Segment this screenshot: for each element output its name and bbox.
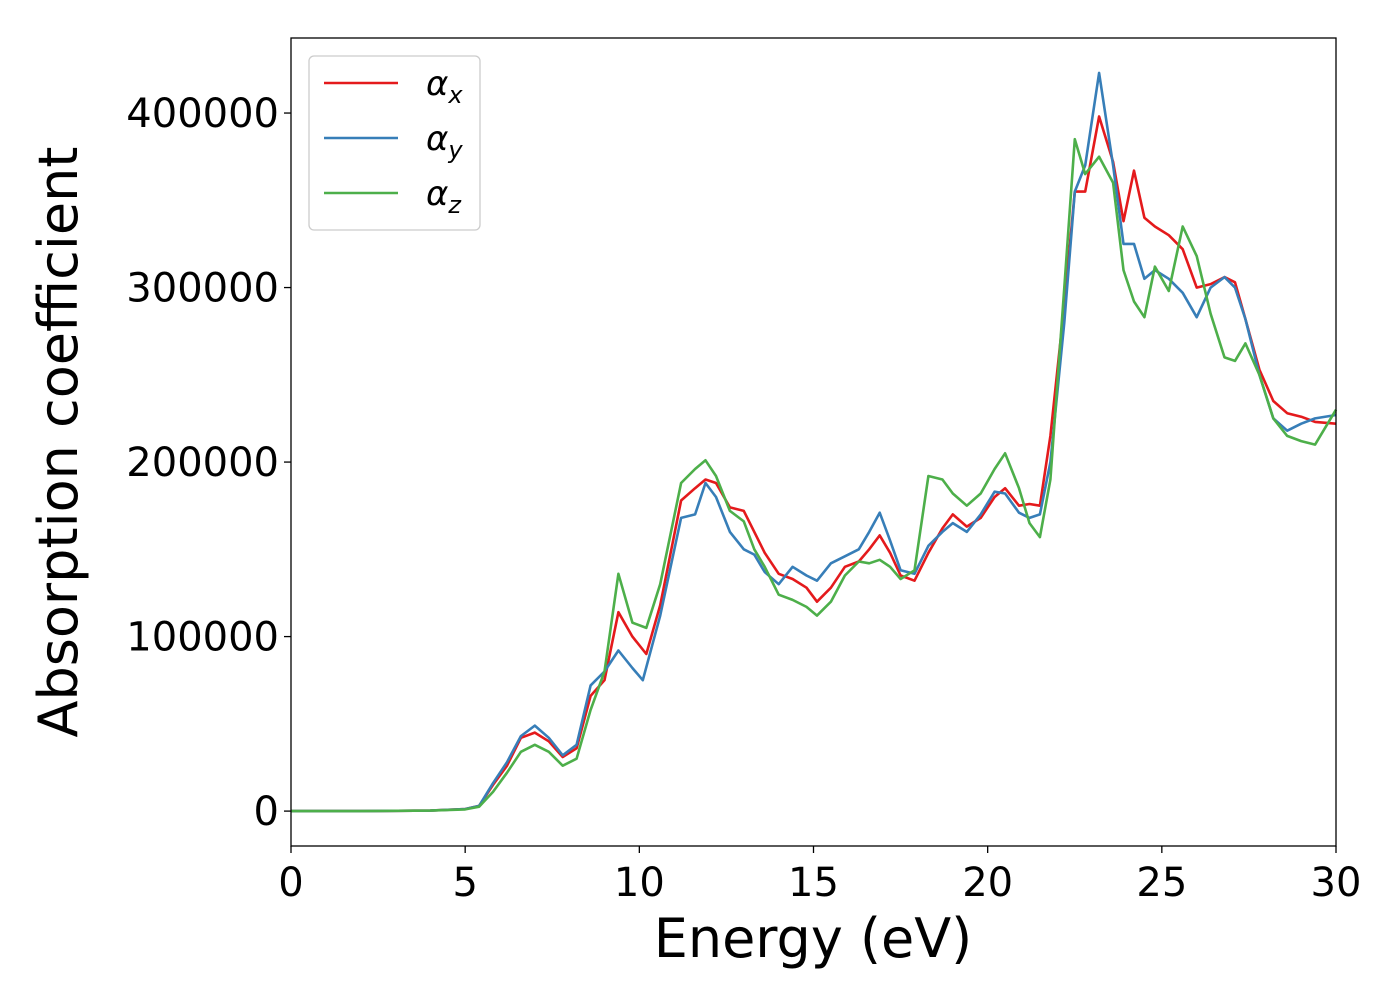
y-tick-label: 300000 [126,266,279,312]
plot-lines [291,71,1338,813]
y-tick-label: 200000 [126,440,279,486]
legend-label-x: αx [426,64,463,109]
legend-box [308,55,481,231]
legend-label-y: αy [426,119,463,164]
y-axis-ticks: 0 100000 200000 300000 400000 [126,91,291,835]
x-axis-label: Energy (eV) [654,907,973,970]
x-tick-label: 15 [788,860,839,906]
series-line-x [291,115,1337,813]
legend-label-z: αz [426,174,462,219]
y-tick-label: 100000 [126,615,279,661]
legend: αx αy αz [308,55,481,231]
x-tick-label: 25 [1136,860,1187,906]
x-tick-label: 20 [962,860,1013,906]
x-tick-label: 30 [1311,860,1362,906]
y-tick-label: 0 [254,789,279,835]
x-tick-label: 0 [278,860,303,906]
y-axis-label: Absorption coefficient [27,147,90,738]
series-line-y [291,71,1337,813]
series-line-z [291,137,1338,813]
x-tick-label: 10 [614,860,665,906]
x-tick-label: 5 [452,860,477,906]
x-axis-ticks: 0 5 10 15 20 25 30 [278,846,1361,906]
y-tick-label: 400000 [126,91,279,137]
